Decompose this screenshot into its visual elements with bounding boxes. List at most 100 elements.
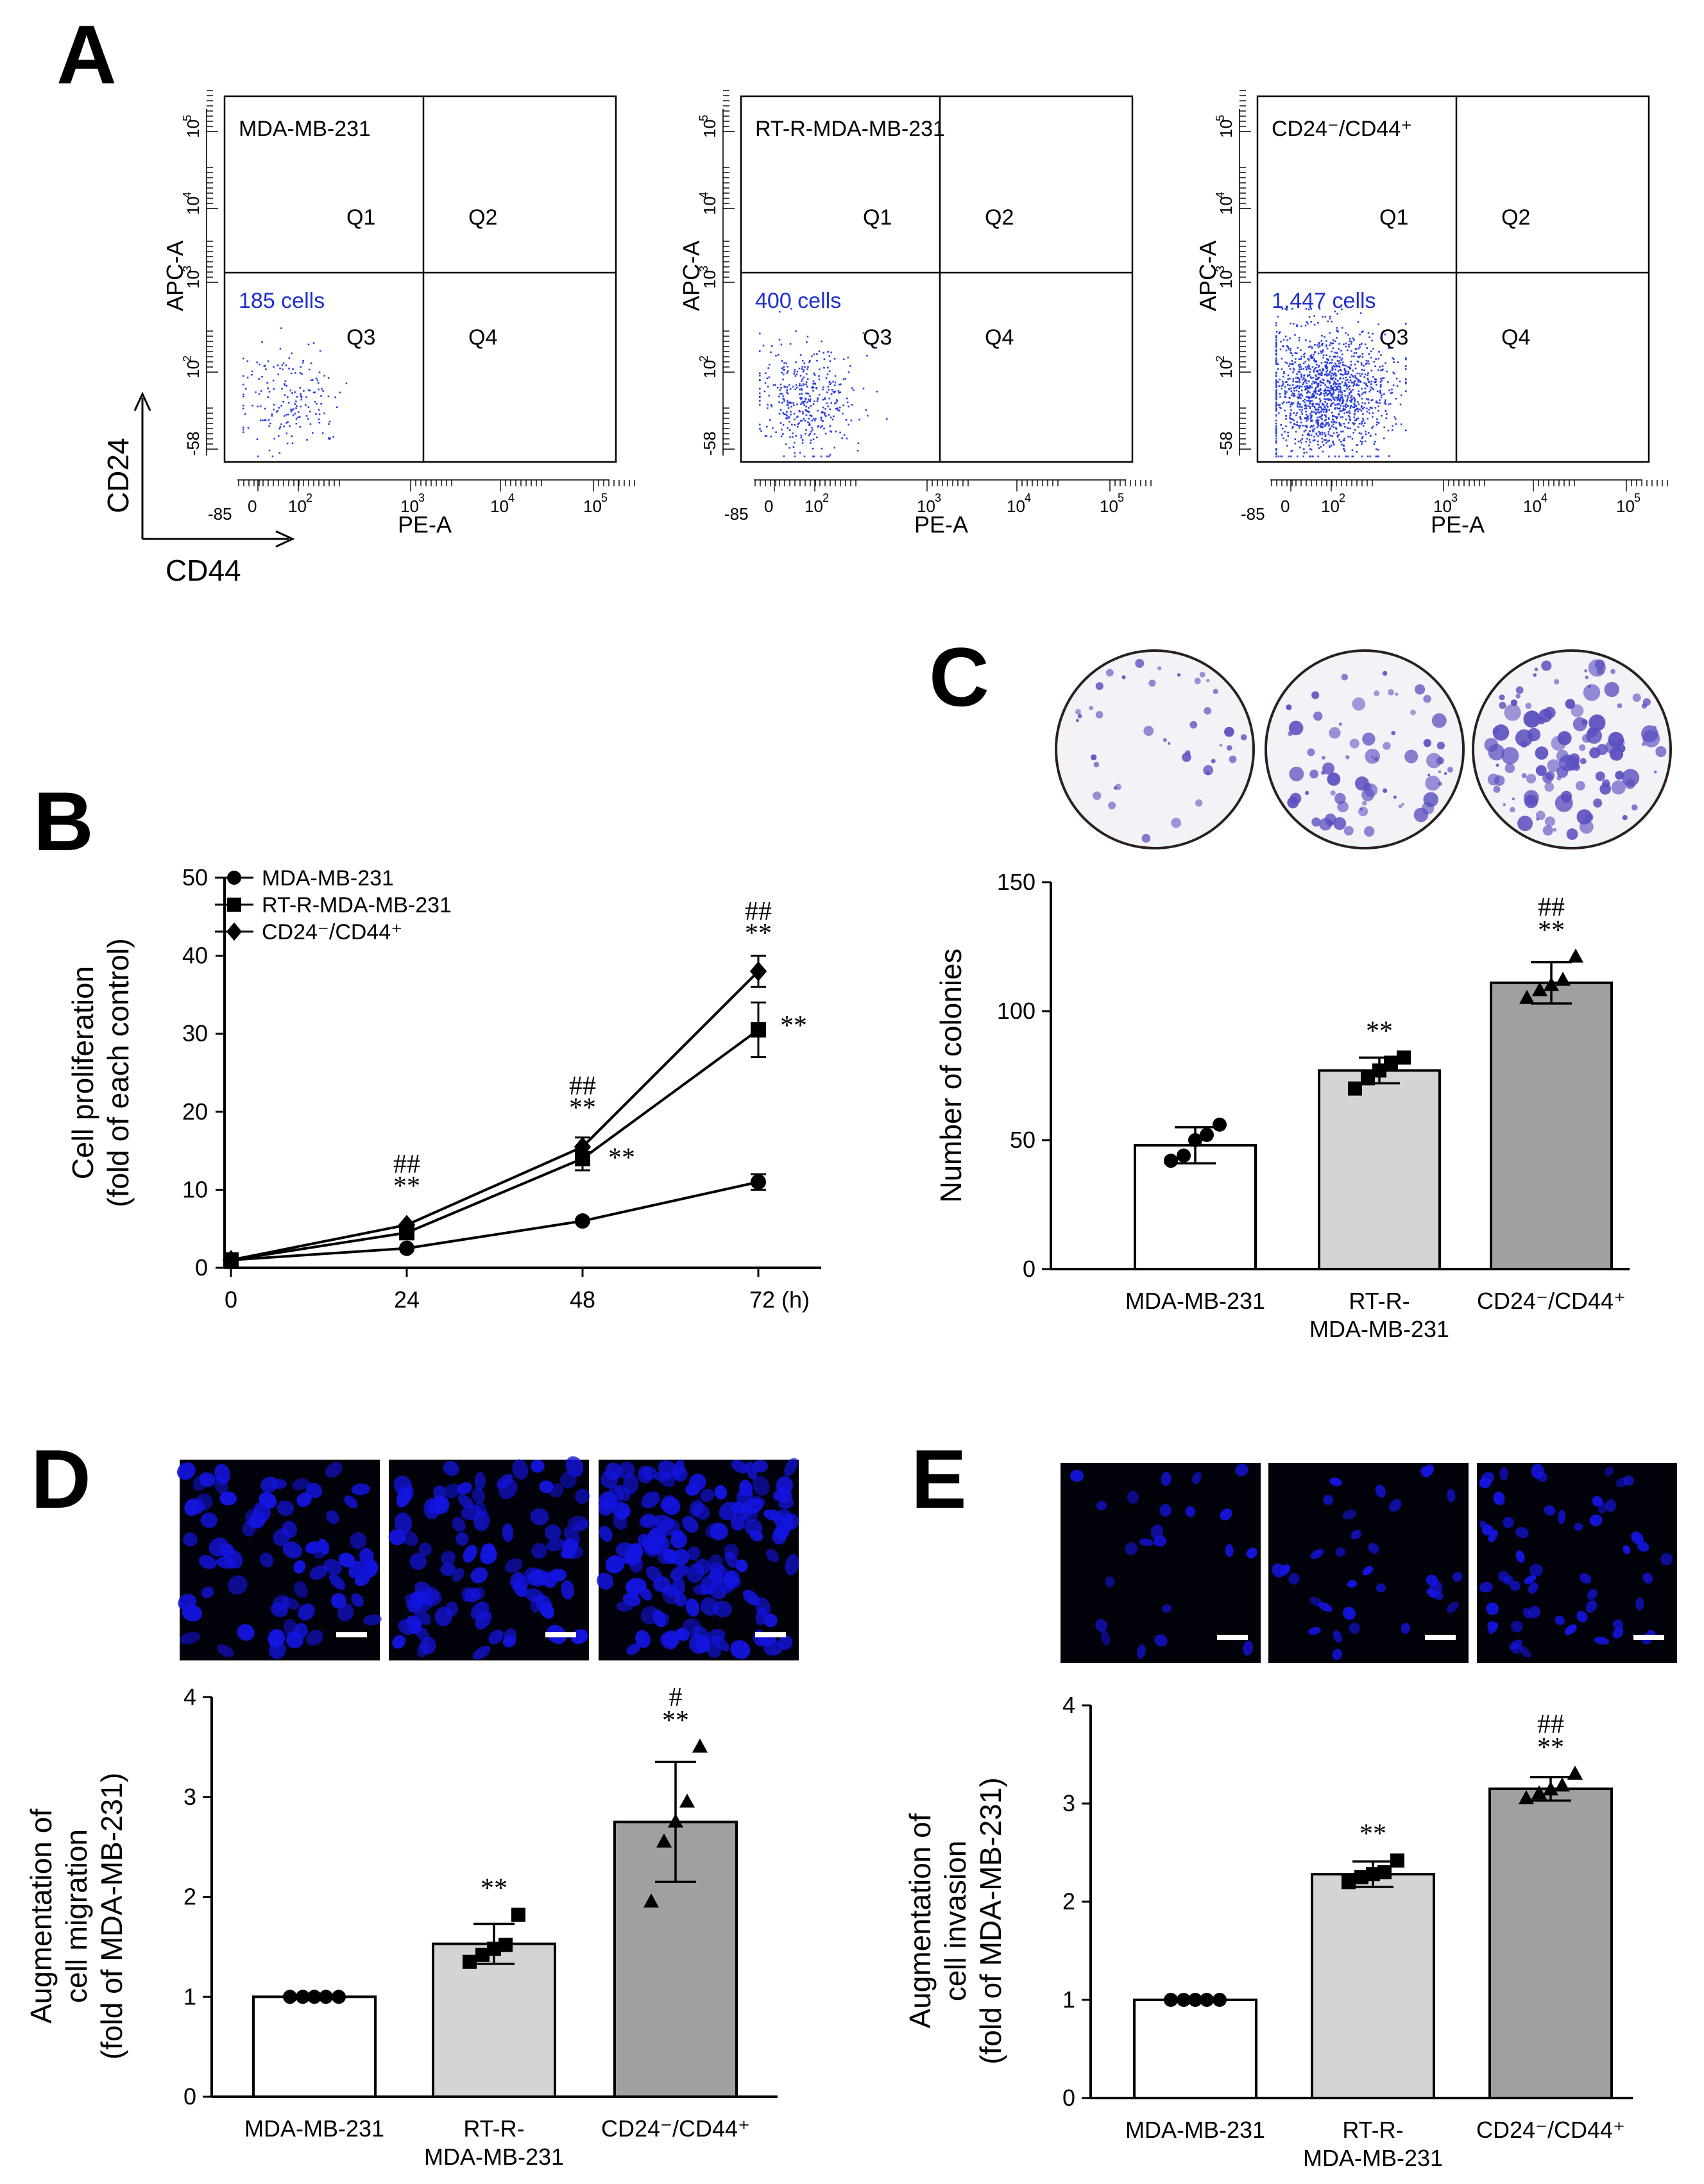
data-point <box>1519 989 1535 1004</box>
legend-marker <box>227 898 241 912</box>
flow-x-tick-exponent: 5 <box>1118 491 1124 504</box>
quadrant-label-q4: Q4 <box>1501 325 1530 350</box>
sig-hash: ## <box>1537 1710 1564 1739</box>
data-point <box>1531 1785 1547 1800</box>
flow-x-tick: 10 <box>1321 497 1340 516</box>
data-point <box>1213 1993 1227 2007</box>
flow-x-tick: 10 <box>400 497 419 516</box>
flow-plot-frame <box>1256 95 1650 463</box>
data-point <box>1177 1993 1191 2007</box>
x-tick-label: 24 <box>394 1286 420 1313</box>
category-label: MDA-MB-231 <box>1125 2117 1265 2143</box>
flow-x-axis: -85 0 10 2 10 3 10 4 10 5PE-A <box>208 479 635 538</box>
data-point <box>751 1022 766 1038</box>
nuclei <box>1069 1463 1257 1659</box>
flow-x-tick: 10 <box>917 497 935 516</box>
sig-hash: ## <box>569 1071 596 1101</box>
y-tick-label: 10 <box>182 1176 208 1202</box>
flow-y-tick: 10 <box>1216 360 1236 379</box>
colony-plate-image-1 <box>1055 649 1255 849</box>
category-label: CD24⁻/CD44⁺ <box>601 2115 750 2142</box>
flow-plot-title: MDA-MB-231 <box>239 117 371 141</box>
quadrant-label-q4: Q4 <box>468 325 497 350</box>
quadrant-label-q1: Q1 <box>863 205 892 230</box>
quadrant-label-q1: Q1 <box>346 205 375 230</box>
y-tick-label: 1 <box>183 1983 196 2009</box>
bar-group-1: MDA-MB-231 <box>1125 1117 1265 1314</box>
bar-group-2: RT-R-MDA-MB-231 ** <box>1309 1016 1449 1342</box>
data-point <box>1531 982 1548 996</box>
y-axis-title-line1: Augmentation of <box>24 1809 58 2024</box>
flow-y-axis-label: APC-A <box>1195 241 1221 311</box>
flow-x-tick: 10 <box>1007 497 1025 516</box>
colony-dots <box>1075 658 1247 843</box>
flow-x-tick-exponent: 5 <box>1634 491 1640 504</box>
quadrant-label-q2: Q2 <box>1501 205 1530 230</box>
quadrant-label-q3: Q3 <box>863 325 892 350</box>
bar-group-2: RT-R-MDA-MB-231 ** <box>1303 1820 1443 2171</box>
data-point <box>1366 1867 1380 1882</box>
data-point <box>498 1938 513 1952</box>
quadrant-label-q3: Q3 <box>346 325 375 350</box>
flow-y-tick-exponent: 2 <box>181 355 194 362</box>
flow-x-tick: 10 <box>1433 497 1452 516</box>
y-axis-title-line2: (fold of each control) <box>101 938 135 1207</box>
cell-count-label: 1,447 cells <box>1272 289 1376 313</box>
flow-y-tick-exponent: 3 <box>181 266 194 272</box>
data-point <box>1164 1993 1178 2007</box>
data-point <box>463 1954 477 1969</box>
flow-y-tick-exponent: 4 <box>1214 192 1227 198</box>
data-point <box>487 1941 501 1956</box>
data-point <box>1354 1870 1368 1884</box>
flow-x-tick-exponent: 2 <box>306 491 312 504</box>
sig-star: ** <box>481 1874 507 1904</box>
y-tick-label: 4 <box>183 1684 196 1710</box>
y-axis-title-line2: cell invasion <box>939 1841 972 2002</box>
y-tick-label: 2 <box>183 1884 196 1910</box>
data-point <box>332 1990 346 2004</box>
data-point <box>1188 1133 1202 1147</box>
significance-markers: ##**##**##****** <box>393 897 807 1201</box>
bar <box>1311 1873 1435 2099</box>
sig-star: ** <box>569 1093 596 1123</box>
flow-x-tick: 10 <box>1616 497 1635 516</box>
y-tick-label: 0 <box>183 2083 196 2110</box>
flow-x-tick: 10 <box>1100 497 1118 516</box>
bar-group-1: MDA-MB-231 <box>244 1990 384 2142</box>
flow-y-tick-exponent: 4 <box>697 192 710 198</box>
y-tick-label: 50 <box>182 864 208 891</box>
category-label: RT-R- <box>1349 1288 1410 1314</box>
flow-y-tick-exponent: 5 <box>1214 115 1227 121</box>
flow-x-tick-exponent: 3 <box>418 491 425 504</box>
data-point <box>574 1136 592 1157</box>
colony-dots <box>1286 670 1453 837</box>
category-label-line2: MDA-MB-231 <box>424 2144 564 2170</box>
series-line <box>230 1181 759 1261</box>
flow-y-tick: 10 <box>700 196 719 215</box>
y-tick-label: 0 <box>195 1254 208 1281</box>
data-point <box>398 1215 416 1235</box>
data-point <box>1555 971 1571 986</box>
flow-y-tick: 10 <box>183 270 203 289</box>
flow-dot-cloud <box>243 327 348 457</box>
flow-x-tick-exponent: 2 <box>822 491 829 504</box>
y-tick-label: 150 <box>997 869 1035 895</box>
quadrant-label-q2: Q2 <box>468 205 497 230</box>
y-axis-title-line1: Cell proliferation <box>66 966 99 1179</box>
y-tick-label: 100 <box>997 998 1035 1024</box>
scale-bar <box>1633 1635 1664 1640</box>
flow-y-tick: 10 <box>183 196 203 215</box>
flow-x-tick-exponent: 3 <box>935 491 941 504</box>
flow-x-tick: 0 <box>248 497 257 516</box>
series-line <box>230 1028 760 1261</box>
quadrant-label-q1: Q1 <box>1379 205 1408 230</box>
fluorescence-image-3 <box>597 1458 799 1660</box>
fluorescence-image-5 <box>1268 1463 1469 1663</box>
sig-star-side: ** <box>608 1143 635 1173</box>
bar-group-2: RT-R-MDA-MB-231 ** <box>424 1874 564 2170</box>
data-point <box>475 1947 490 1962</box>
data-point <box>575 1213 590 1229</box>
